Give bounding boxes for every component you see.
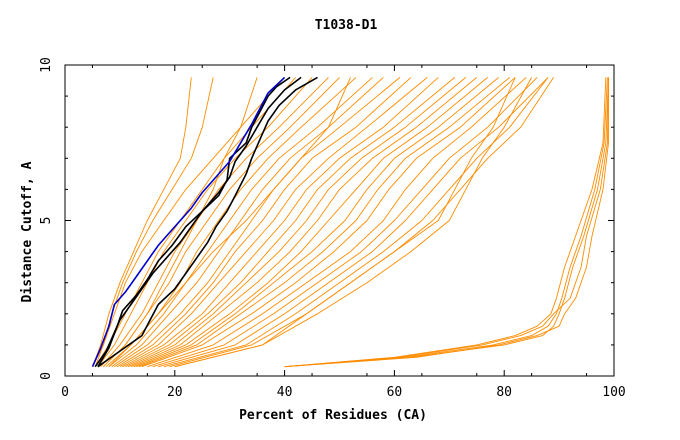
- x-tick-label: 60: [387, 385, 403, 400]
- y-tick-label: 5: [39, 217, 54, 225]
- model-curve: [284, 77, 608, 368]
- model-curve: [141, 77, 516, 368]
- model-curve: [94, 77, 296, 367]
- model-curve: [138, 77, 510, 368]
- highlight-curve-black: [97, 76, 291, 368]
- model-curve: [125, 77, 456, 368]
- model-curve: [103, 77, 258, 368]
- x-tick-label: 80: [496, 385, 512, 400]
- model-curve: [136, 77, 499, 368]
- model-curve: [97, 77, 313, 367]
- y-axis-label: Distance Cutoff, A: [20, 161, 35, 302]
- highlight-curve-black: [97, 76, 318, 368]
- model-curve: [284, 77, 609, 368]
- x-tick-label: 0: [61, 385, 69, 400]
- model-curve: [100, 77, 329, 367]
- x-axis-label: Percent of Residues (CA): [239, 408, 427, 423]
- model-curve: [116, 77, 412, 368]
- model-curve: [158, 77, 549, 368]
- chart-title: T1038-D1: [315, 18, 378, 33]
- model-curve: [92, 77, 192, 367]
- model-curve: [108, 77, 373, 368]
- model-curve: [152, 77, 538, 368]
- model-curve: [92, 77, 285, 367]
- model-curve: [174, 77, 516, 368]
- y-tick-label: 10: [39, 57, 54, 73]
- model-curve: [122, 77, 439, 368]
- model-curve: [133, 77, 488, 368]
- model-curve: [174, 77, 532, 368]
- model-curve: [130, 77, 478, 368]
- model-curve: [119, 77, 428, 368]
- model-curve: [114, 77, 401, 368]
- y-tick-label: 0: [39, 372, 54, 380]
- model-curve: [147, 77, 527, 368]
- model-curve: [105, 77, 357, 368]
- model-curve: [127, 77, 467, 368]
- model-curve: [108, 77, 351, 368]
- x-tick-label: 100: [602, 385, 625, 400]
- model-curve: [284, 77, 609, 368]
- x-tick-label: 20: [167, 385, 183, 400]
- plot-area: 0 20 40 60 80 100 0 5 10: [39, 57, 626, 400]
- model-curve: [169, 77, 554, 368]
- model-curve: [284, 77, 607, 368]
- x-tick-label: 40: [277, 385, 293, 400]
- highlight-curve-blue: [91, 76, 286, 368]
